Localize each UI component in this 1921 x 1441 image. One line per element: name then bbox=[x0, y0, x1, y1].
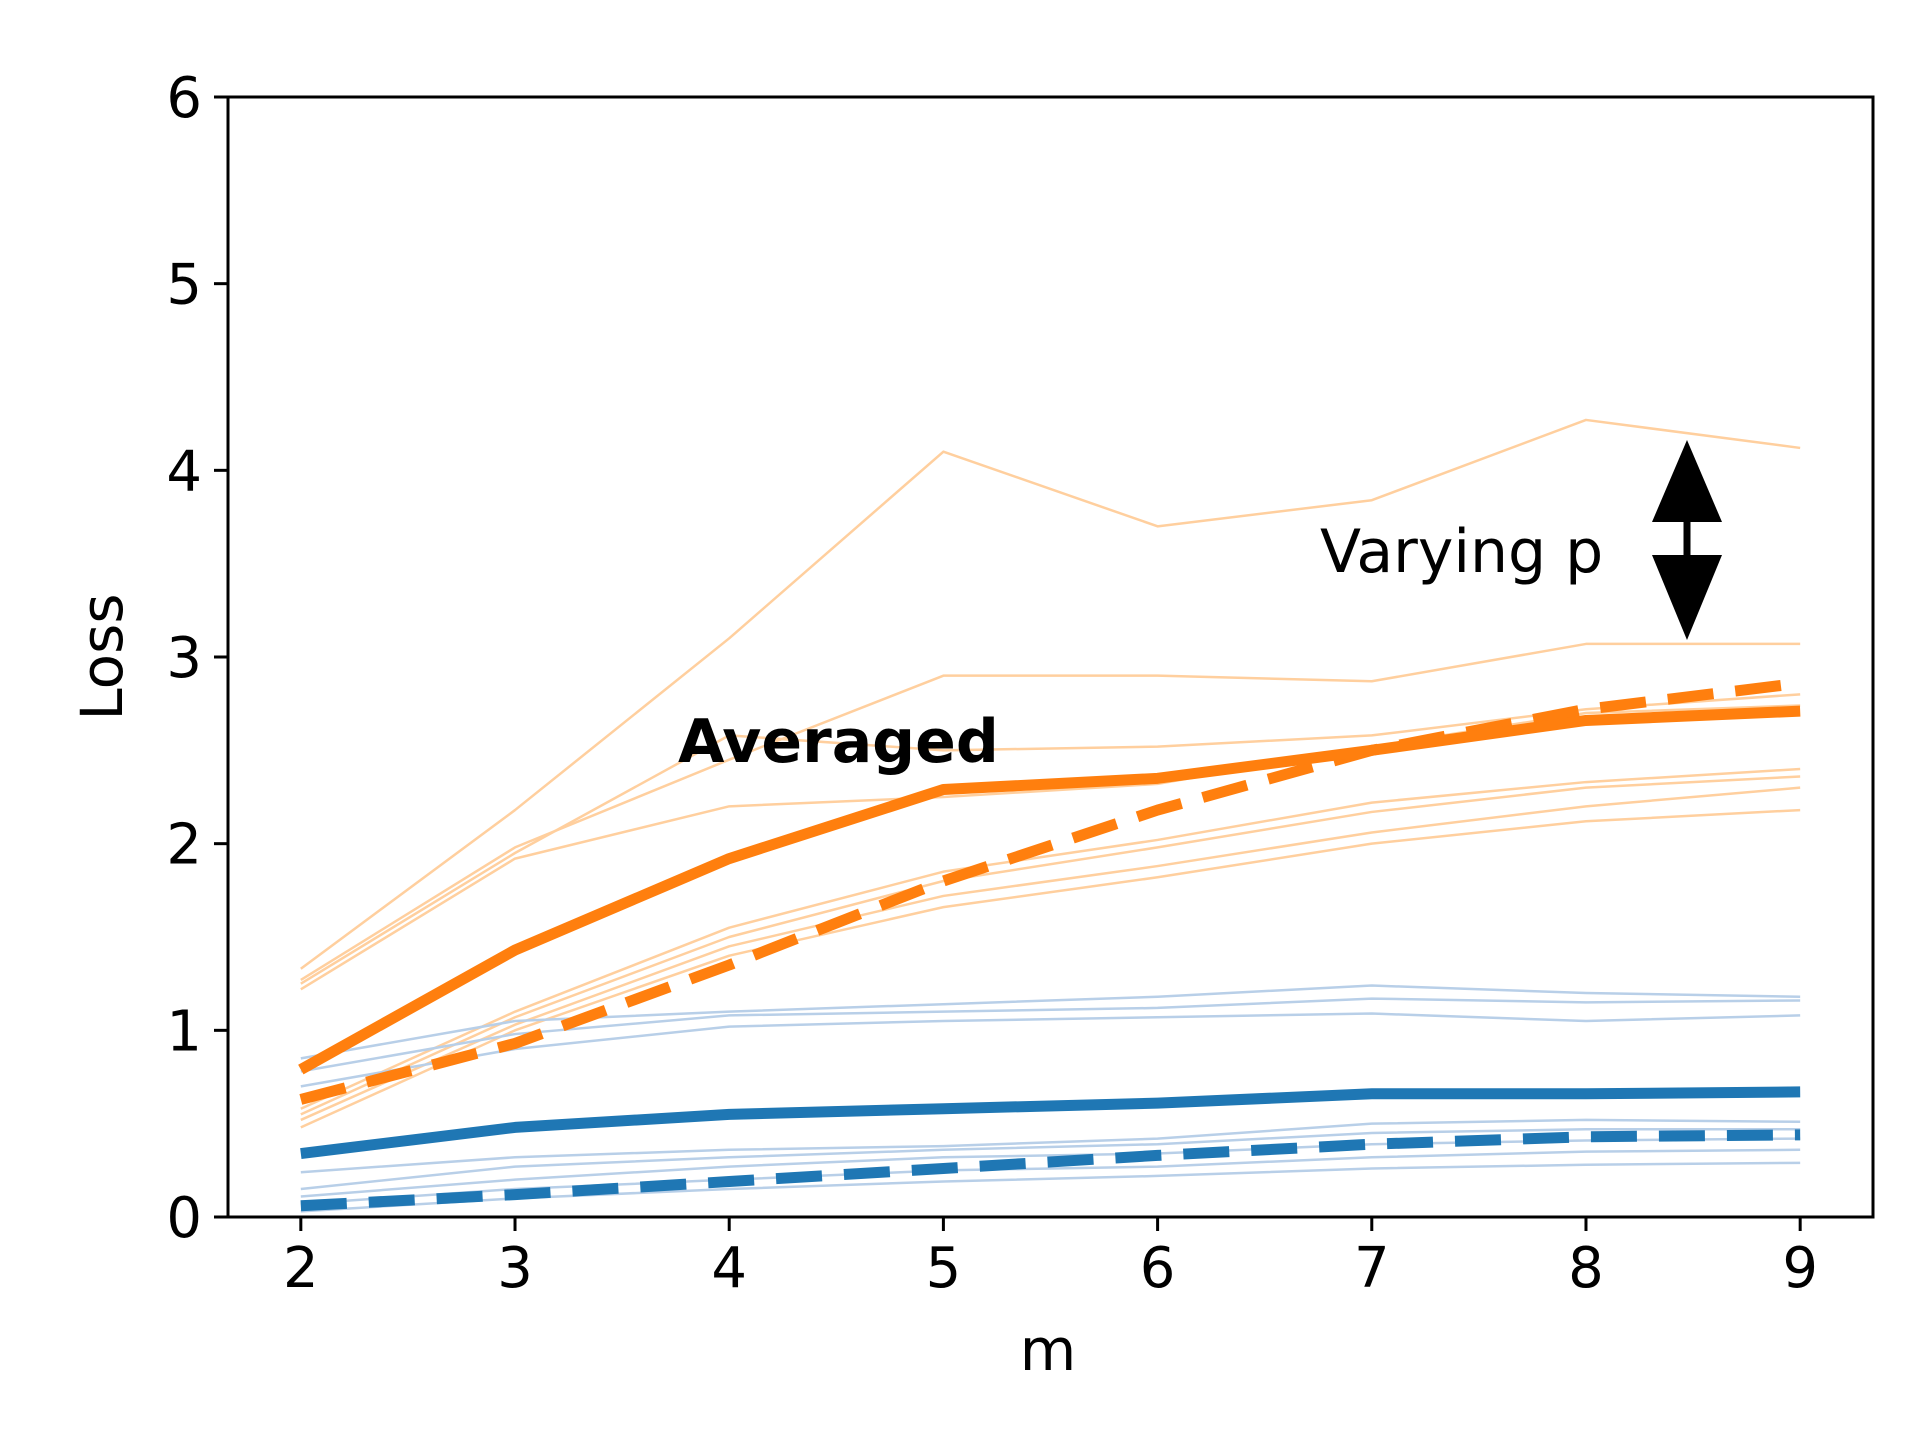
y-tick-label: 3 bbox=[166, 626, 202, 691]
series-line-orange-thin-0 bbox=[300, 418, 1801, 970]
y-tick-label: 6 bbox=[166, 66, 202, 131]
series-line-blue-thin-10 bbox=[300, 1012, 1801, 1088]
x-tick-label: 7 bbox=[1354, 1236, 1390, 1301]
series-line-blue-thin-8 bbox=[300, 984, 1801, 1060]
x-tick-label: 5 bbox=[926, 1236, 962, 1301]
series-line-orange-dashed-avg-17 bbox=[299, 677, 1801, 1105]
series-line-blue-thin-9 bbox=[300, 997, 1801, 1073]
series-line-orange-thin-6 bbox=[300, 786, 1801, 1122]
y-tick-label: 4 bbox=[166, 439, 202, 504]
series-line-orange-thin-1 bbox=[300, 642, 1801, 981]
series-line-blue-solid-avg-18 bbox=[300, 1086, 1801, 1159]
series-line-orange-thin-4 bbox=[300, 767, 1801, 1110]
series-line-blue-thin-14 bbox=[300, 1148, 1801, 1206]
y-tick-label: 5 bbox=[166, 253, 202, 318]
y-tick-label: 1 bbox=[166, 999, 202, 1064]
x-tick-label: 3 bbox=[497, 1236, 533, 1301]
series-line-blue-thin-12 bbox=[300, 1128, 1801, 1191]
series-line-blue-dashed-avg-19 bbox=[300, 1129, 1801, 1212]
x-tick-label: 4 bbox=[711, 1236, 747, 1301]
series-line-orange-thin-7 bbox=[300, 808, 1801, 1129]
y-tick-label: 0 bbox=[166, 1186, 202, 1251]
x-axis-label: m bbox=[1020, 1316, 1077, 1384]
series-layer bbox=[298, 418, 1801, 1213]
averaged-annotation: Averaged bbox=[678, 707, 999, 777]
series-line-blue-thin-15 bbox=[300, 1161, 1801, 1213]
y-tick-label: 2 bbox=[166, 813, 202, 878]
y-axis-label: Loss bbox=[68, 593, 136, 720]
x-tick-label: 9 bbox=[1782, 1236, 1818, 1301]
x-tick-label: 6 bbox=[1140, 1236, 1176, 1301]
tick-layer: 2 3 4 5 6 7 8 9 0 1 2 3 4 5 6 bbox=[166, 66, 1818, 1301]
series-line-orange-solid-avg-16 bbox=[298, 705, 1801, 1075]
varying-p-annotation: Varying p bbox=[1320, 517, 1603, 587]
series-line-orange-thin-5 bbox=[300, 775, 1801, 1116]
x-tick-label: 2 bbox=[283, 1236, 319, 1301]
x-tick-label: 8 bbox=[1568, 1236, 1604, 1301]
series-line-blue-thin-11 bbox=[300, 1118, 1801, 1174]
double-arrow-icon bbox=[1652, 440, 1722, 640]
